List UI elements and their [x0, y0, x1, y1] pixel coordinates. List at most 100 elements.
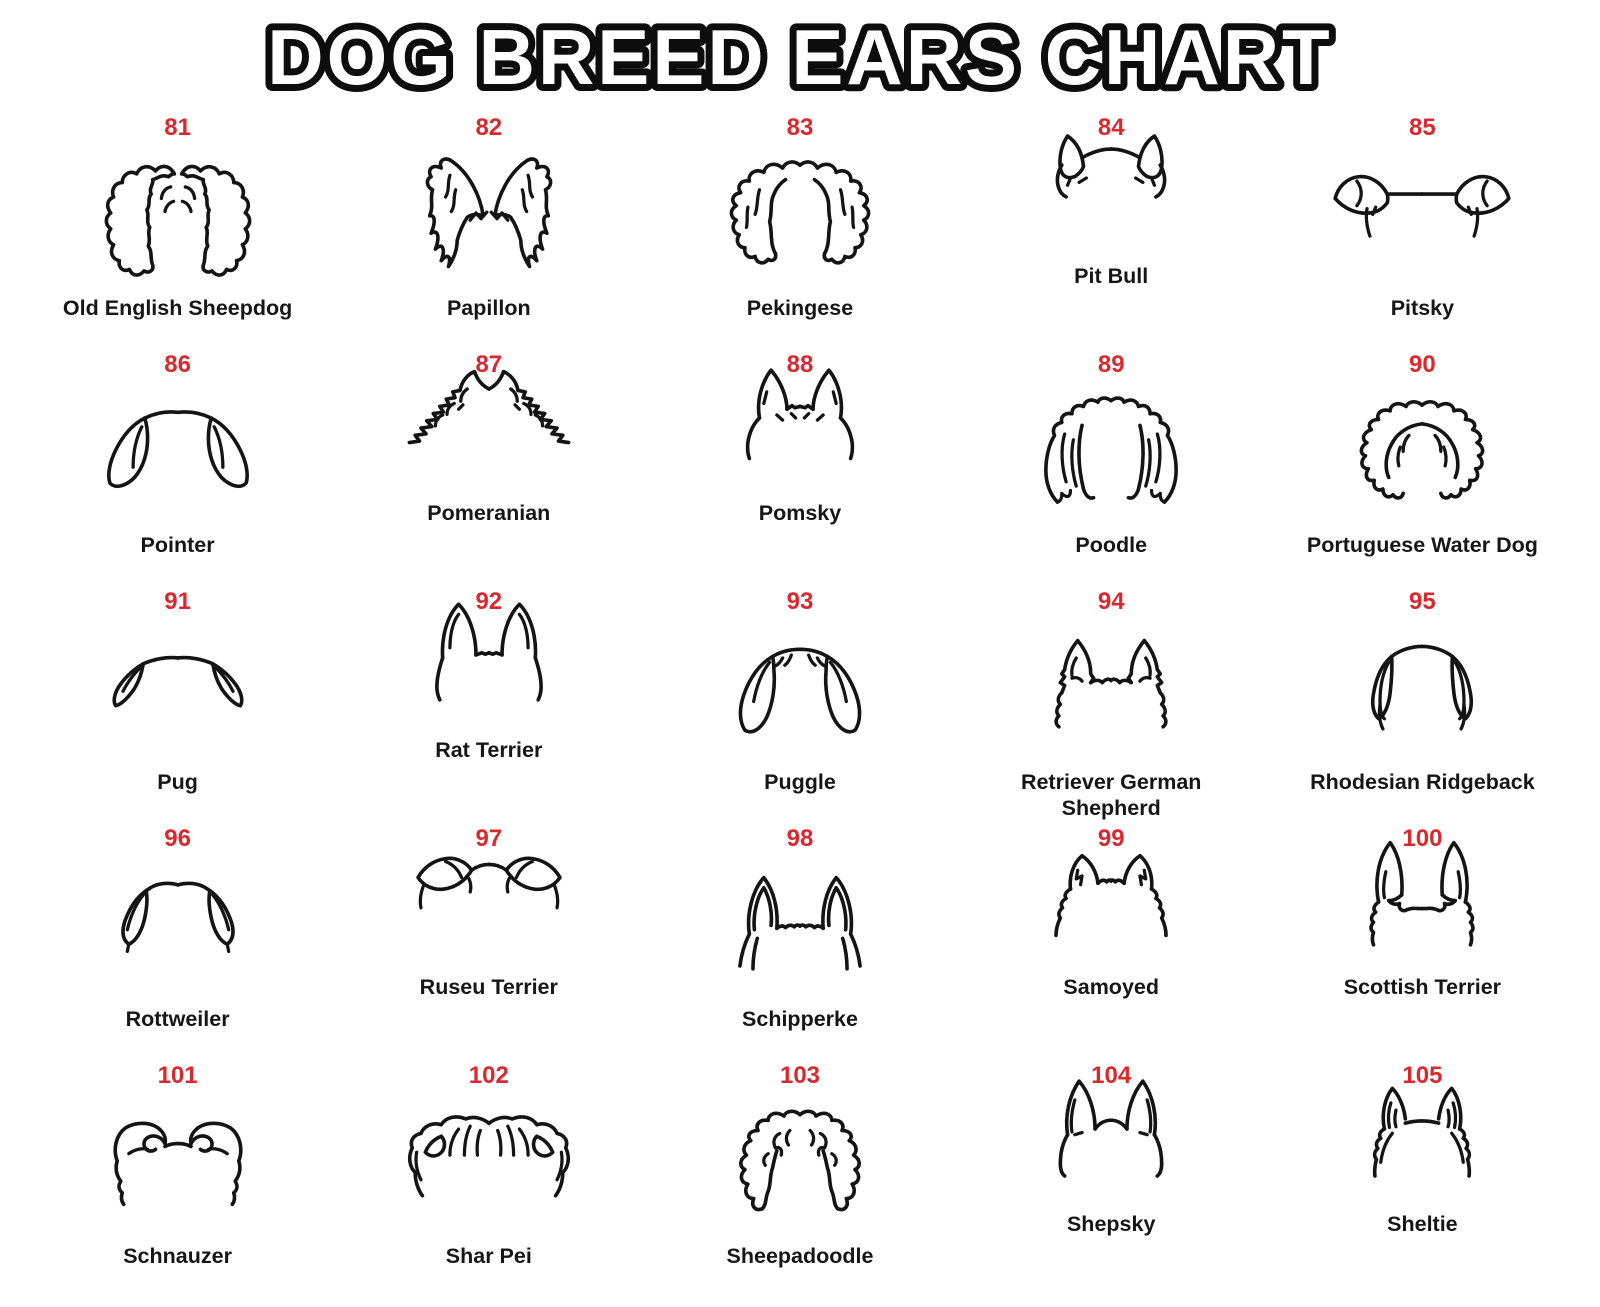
breed-cell: 100 Scottish Terrier: [1271, 823, 1574, 1060]
breed-name: Rottweiler: [125, 1007, 230, 1031]
breed-grid: 81 Old English Sheepdog 82: [0, 112, 1600, 1297]
ear-outline-strokes: [1359, 400, 1485, 500]
breed-cell: 84 Pit Bull: [960, 112, 1263, 349]
breed-name: Shar Pei: [445, 1244, 532, 1268]
breed-number: 94: [1097, 588, 1125, 615]
ear-outline-strokes: [407, 369, 571, 445]
breed-cell: 97 Ruseu Terrier: [337, 823, 640, 1060]
ear-illustration-samoyed: [1054, 853, 1169, 938]
ear-outline-strokes: [1373, 1086, 1472, 1178]
ear-outline-strokes: [745, 368, 855, 461]
breed-cell: 86 Pointer: [26, 349, 329, 586]
breed-name: Shepsky: [1066, 1212, 1156, 1236]
ear-outline-strokes: [729, 160, 871, 265]
breed-name: Old English Sheepdog: [62, 296, 293, 320]
ear-illustration-shepsky: [1058, 1079, 1164, 1178]
ear-illustration-poodle: [1044, 396, 1179, 504]
breed-number: 84: [1097, 114, 1125, 141]
breed-name: Pit Bull: [1074, 264, 1149, 288]
ear-illustration-sheltie: [1373, 1086, 1472, 1178]
breed-name: Scottish Terrier: [1343, 975, 1502, 999]
ear-outline-strokes: [120, 881, 235, 954]
breed-number: 98: [786, 825, 814, 852]
ear-illustration-papillon: [425, 157, 553, 269]
ear-illustration-rottweiler: [120, 881, 235, 954]
ear-outline-strokes: [1044, 396, 1179, 504]
title-area: DOG BREED EARS CHART: [0, 0, 1600, 112]
ear-illustration-old-english-sheepdog: [104, 164, 252, 277]
poster-title-art: DOG BREED EARS CHART: [260, 6, 1336, 108]
breed-name: Papillon: [446, 296, 531, 320]
ear-illustration-pointer: [106, 410, 249, 489]
ear-outline-strokes: [425, 157, 553, 269]
breed-number: 104: [1091, 1062, 1132, 1089]
breed-number: 101: [157, 1062, 198, 1089]
ear-outline-strokes: [1371, 644, 1474, 731]
ear-outline-strokes: [106, 410, 249, 489]
ear-illustration-pug: [112, 655, 244, 708]
breed-number: 86: [164, 351, 191, 378]
breed-number: 100: [1402, 825, 1443, 852]
breed-name: Portuguese Water Dog: [1306, 533, 1538, 557]
ear-outline-strokes: [1055, 134, 1167, 199]
ear-illustration-rhodesian-ridgeback: [1371, 644, 1474, 731]
breed-name: Rhodesian Ridgeback: [1310, 770, 1535, 794]
ear-outline-strokes: [738, 647, 862, 734]
breed-cell: 89 Poodle: [960, 349, 1263, 586]
ear-illustration-pomeranian: [407, 369, 571, 445]
ear-outline-strokes: [1369, 840, 1476, 947]
breed-number: 83: [786, 114, 814, 141]
breed-number: 85: [1409, 114, 1436, 141]
ear-outline-strokes: [104, 164, 252, 277]
ear-outline-strokes: [1054, 638, 1168, 729]
breed-cell: 85 Pitsky: [1271, 112, 1574, 349]
breed-number: 97: [475, 825, 503, 852]
ear-illustration-pomsky: [745, 368, 855, 461]
breed-cell: 87 Pomeranian: [337, 349, 640, 586]
breed-number: 91: [164, 588, 191, 615]
ear-outline-strokes: [112, 655, 244, 708]
breed-cell: 92 Rat Terrier: [337, 586, 640, 823]
ear-illustration-scottish-terrier: [1369, 840, 1476, 947]
breed-number: 87: [475, 351, 503, 378]
ear-outline-strokes: [1333, 174, 1512, 238]
breed-name: Ruseu Terrier: [419, 975, 558, 999]
page-title: DOG BREED EARS CHART: [267, 13, 1332, 101]
ear-illustration-pit-bull: [1055, 134, 1167, 199]
breed-number: 89: [1097, 351, 1125, 378]
breed-cell: 94 Retriever German Shepherd: [960, 586, 1263, 823]
breed-name: Pug: [157, 770, 198, 794]
breed-cell: 82 Papillon: [337, 112, 640, 349]
breed-cell: 88 Pomsky: [648, 349, 951, 586]
ear-illustration-portuguese-water-dog: [1359, 400, 1485, 500]
ear-illustration-schnauzer: [113, 1121, 243, 1207]
ear-illustration-sheepadoodle: [739, 1109, 861, 1212]
breed-cell: 102 Shar Pei: [337, 1060, 640, 1297]
ear-outline-strokes: [113, 1121, 243, 1207]
breed-number: 96: [164, 825, 191, 852]
breed-cell: 90 Portuguese Water Dog: [1271, 349, 1574, 586]
breed-cell: 99 Samoyed: [960, 823, 1263, 1060]
breed-name: Pomeranian: [427, 501, 551, 525]
breed-cell: 83 Pekingese: [648, 112, 951, 349]
breed-name: Retriever German Shepherd: [1020, 770, 1202, 820]
breed-number: 90: [1409, 351, 1436, 378]
breed-number: 99: [1097, 825, 1125, 852]
ear-outline-strokes: [1058, 1079, 1164, 1178]
ear-illustration-retriever-german-shepherd: [1054, 638, 1168, 729]
breed-number: 82: [475, 114, 503, 141]
breed-cell: 93 Puggle: [648, 586, 951, 823]
ear-illustration-ruseu-terrier: [416, 856, 562, 910]
breed-name: Rat Terrier: [435, 738, 543, 762]
breed-name: Sheepadoodle: [726, 1244, 874, 1268]
breed-number: 81: [164, 114, 191, 141]
ear-outline-strokes: [1054, 853, 1169, 938]
ear-outline-strokes: [416, 856, 562, 910]
breed-name: Sheltie: [1387, 1212, 1458, 1236]
ear-outline-strokes: [738, 875, 862, 971]
breed-number: 105: [1402, 1062, 1443, 1089]
breed-name: Pointer: [140, 533, 215, 557]
breed-name: Pekingese: [746, 296, 854, 320]
breed-cell: 104 Shepsky: [960, 1060, 1263, 1297]
